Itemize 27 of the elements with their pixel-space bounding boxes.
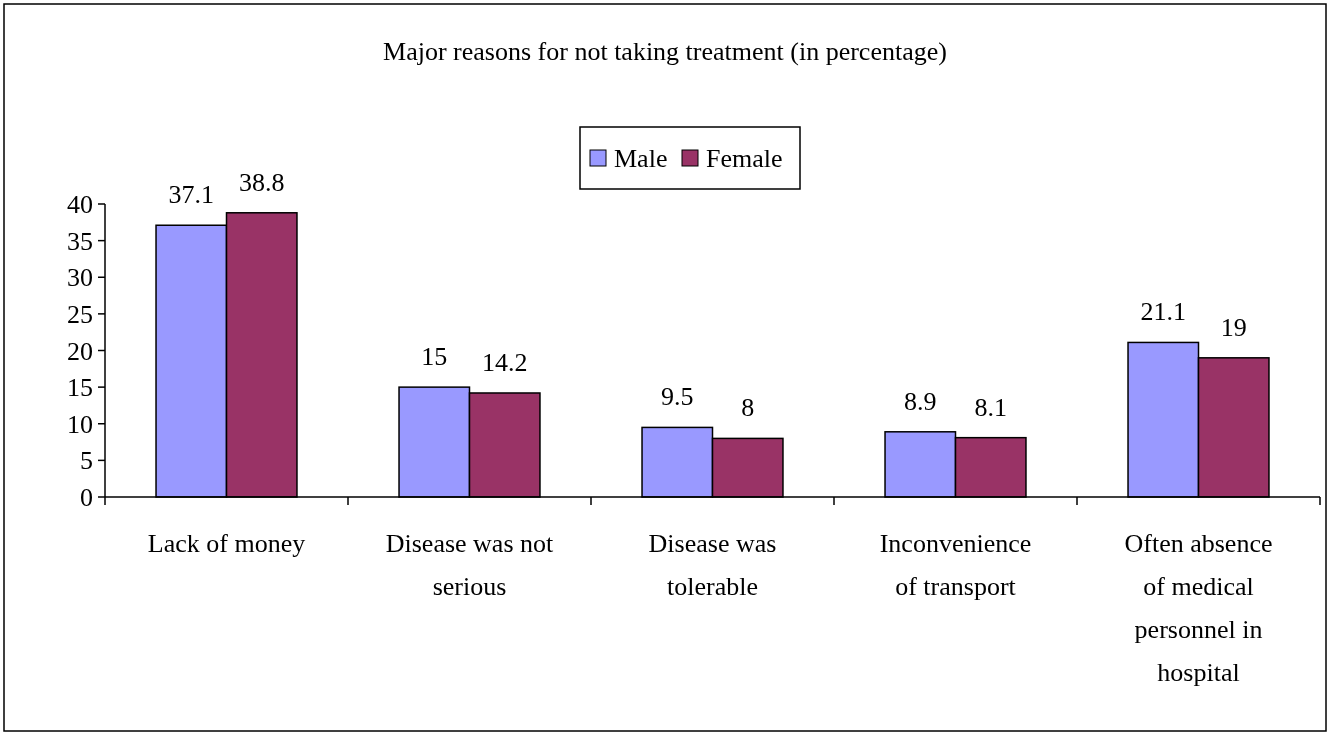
y-tick-label: 35 (67, 226, 93, 256)
x-tick-label: Disease was tolerable (648, 529, 777, 601)
y-tick-label: 5 (80, 446, 93, 476)
y-tick-label: 15 (67, 373, 93, 403)
y-tick-label: 25 (67, 299, 93, 329)
data-label: 8.9 (904, 386, 937, 416)
legend-label: Male (614, 144, 668, 174)
data-label: 14.2 (481, 347, 528, 377)
x-tick-label: Lack of money (147, 529, 306, 558)
y-tick-label: 10 (67, 409, 93, 439)
chart-title: Major reasons for not taking treatment (in percentage) (383, 37, 947, 66)
data-label: 21.1 (1140, 297, 1187, 327)
y-tick-label: 0 (80, 483, 93, 513)
data-label: 9.5 (661, 382, 694, 412)
data-label: 19 (1220, 312, 1247, 342)
y-tick-label: 20 (67, 336, 93, 366)
data-label: 38.8 (238, 167, 285, 197)
data-label: 15 (421, 342, 448, 372)
data-label: 37.1 (168, 180, 215, 210)
x-tick-label: Often absence of medical personnel in hospital (1124, 529, 1273, 687)
x-tick-label: Inconvenience of transport (879, 529, 1032, 601)
y-tick-label: 40 (67, 190, 93, 220)
legend-label: Female (706, 144, 783, 174)
x-tick-label: Disease was not serious (385, 529, 555, 601)
y-tick-label: 30 (67, 263, 93, 293)
data-label: 8 (741, 393, 755, 423)
data-label: 8.1 (974, 392, 1007, 422)
